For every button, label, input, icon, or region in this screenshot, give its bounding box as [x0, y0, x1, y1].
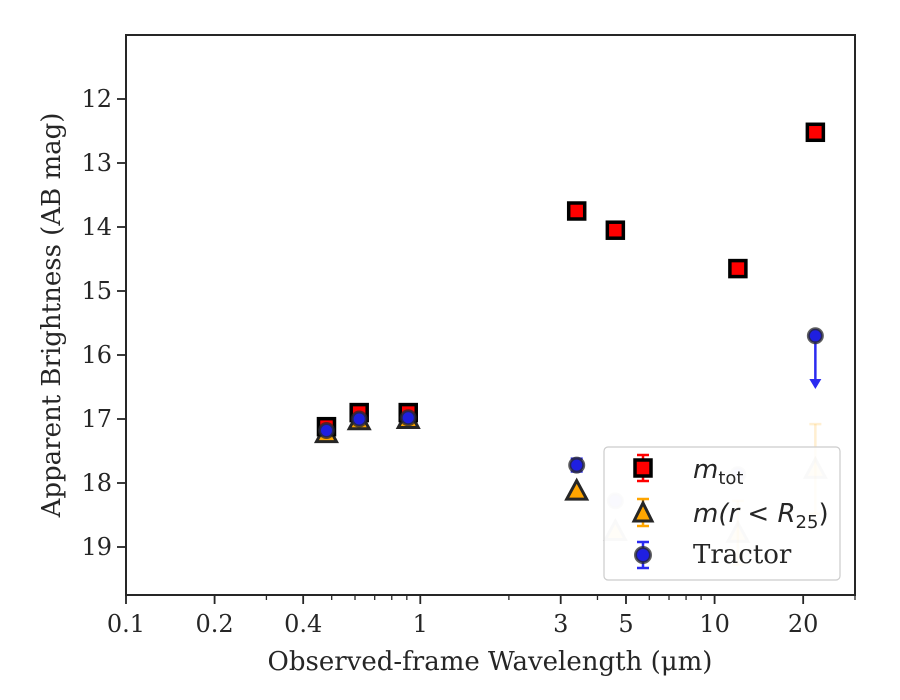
y-tick-label: 15 — [81, 277, 112, 305]
square-marker — [728, 258, 748, 279]
legend: mtot m(r < R25) Tractor — [603, 446, 841, 581]
legend-label-tractor: Tractor — [693, 540, 792, 570]
upper-limit-arrow-head — [809, 379, 822, 389]
y-tick-label: 14 — [81, 213, 112, 241]
y-tick-label: 12 — [81, 85, 112, 113]
legend-entry-m-r25: m(r < R25) — [631, 497, 829, 533]
circle-marker — [806, 327, 824, 345]
legend-entry-m-tot: mtot — [633, 453, 743, 489]
legend-circle-marker — [634, 546, 652, 564]
circle-marker — [317, 422, 335, 440]
x-tick-label: 3 — [553, 610, 568, 638]
square-marker — [566, 201, 587, 221]
y-tick-label: 13 — [81, 149, 112, 177]
legend-square-marker — [633, 458, 653, 478]
circle-marker — [568, 456, 586, 474]
x-tick-label: 0.4 — [284, 610, 322, 638]
x-tick-label: 1 — [413, 610, 428, 638]
legend-label-m-r25: m(r < R25) — [693, 499, 829, 533]
square-marker — [605, 220, 626, 240]
y-axis-title: Apparent Brightness (AB mag) — [37, 113, 67, 519]
plot-frame — [125, 34, 856, 596]
y-tick-label: 16 — [81, 341, 112, 369]
circle-marker — [350, 410, 368, 428]
x-axis-title: Observed-frame Wavelength (μm) — [268, 647, 713, 677]
y-tick-label: 19 — [81, 533, 112, 561]
legend-box — [603, 446, 841, 581]
y-tick-label: 17 — [81, 405, 112, 433]
legend-label-m-tot: mtot — [693, 455, 743, 489]
legend-entry-tractor: Tractor — [634, 540, 792, 570]
triangle-marker — [564, 477, 590, 501]
y-tick-label: 18 — [81, 469, 112, 497]
square-marker — [805, 122, 826, 143]
x-tick-label: 0.1 — [107, 610, 145, 638]
x-tick-label: 20 — [788, 610, 819, 638]
x-tick-label: 10 — [699, 610, 730, 638]
x-tick-label: 5 — [618, 610, 633, 638]
circle-marker — [399, 409, 417, 427]
x-tick-label: 0.2 — [196, 610, 234, 638]
legend-triangle-marker — [631, 499, 655, 523]
